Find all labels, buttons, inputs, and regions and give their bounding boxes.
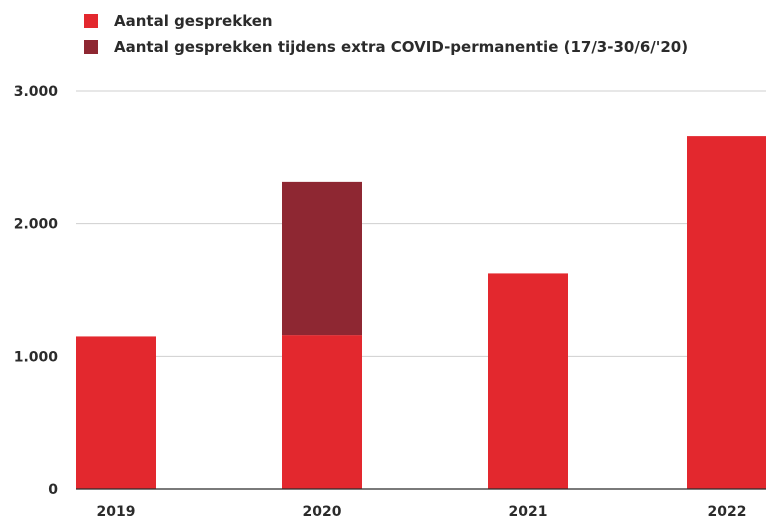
y-tick-label: 1.000 <box>14 349 59 365</box>
legend-item-covid: Aantal gesprekken tijdens extra COVID-pe… <box>84 34 688 60</box>
x-tick-label: 2021 <box>509 504 548 520</box>
x-tick-label: 2020 <box>303 504 342 520</box>
bar-2020-series-2 <box>282 181 362 336</box>
legend-item-gesprekken: Aantal gesprekken <box>84 8 688 34</box>
bars <box>76 136 766 489</box>
legend-swatch-covid <box>84 40 98 54</box>
bar-2019-series-1 <box>76 336 156 489</box>
bar-2021-series-1 <box>488 273 568 489</box>
y-tick-label: 0 <box>48 482 58 498</box>
y-tick-label: 3.000 <box>14 84 59 100</box>
x-tick-label: 2022 <box>708 504 747 520</box>
legend-label-covid: Aantal gesprekken tijdens extra COVID-pe… <box>114 38 689 56</box>
bar-2022-series-1 <box>687 136 766 489</box>
x-axis-tick-labels: 2019 2020 2021 2022 <box>97 504 747 520</box>
y-axis-tick-labels: 0 1.000 2.000 3.000 <box>14 84 59 498</box>
x-tick-label: 2019 <box>97 504 136 520</box>
legend-swatch-gesprekken <box>84 14 98 28</box>
gridlines <box>76 90 766 357</box>
legend-label-gesprekken: Aantal gesprekken <box>114 12 273 30</box>
y-tick-label: 2.000 <box>14 217 59 233</box>
chart-legend: Aantal gesprekken Aantal gesprekken tijd… <box>84 8 688 60</box>
bar-2020-series-1 <box>282 335 362 489</box>
